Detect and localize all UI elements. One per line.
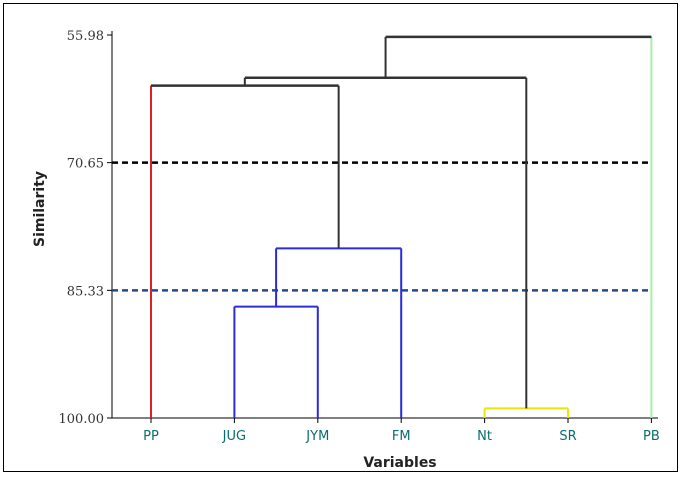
x-tick-label: PB bbox=[643, 429, 660, 444]
x-tick-label: PP bbox=[143, 429, 159, 444]
x-tick-label: FM bbox=[392, 429, 411, 444]
x-tick-label: SR bbox=[559, 429, 576, 444]
dendrogram-chart: Similarity Variables 55.98 70.65 85.33 100.… bbox=[32, 29, 660, 471]
y-tick-label: 55.98 bbox=[67, 29, 104, 44]
chart-frame: Similarity Variables 55.98 70.65 85.33 100.… bbox=[3, 3, 678, 472]
y-tick-label: 70.65 bbox=[67, 157, 104, 172]
y-tick-label: 85.33 bbox=[67, 284, 104, 299]
x-tick-label: JYM bbox=[305, 429, 329, 444]
x-tick-label: JUG bbox=[222, 429, 246, 444]
y-tick-label: 100.00 bbox=[59, 412, 105, 427]
x-axis-title: Variables bbox=[363, 455, 436, 471]
x-tick-label: Nt bbox=[477, 429, 492, 444]
y-axis-title: Similarity bbox=[32, 171, 48, 247]
